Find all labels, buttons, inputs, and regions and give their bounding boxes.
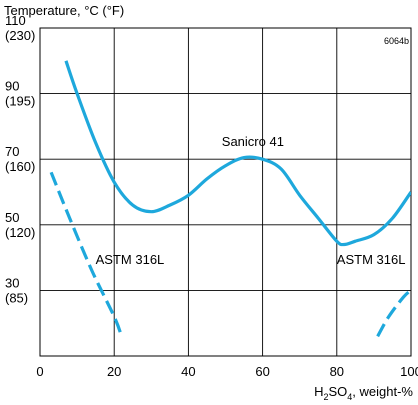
- annotation-1: ASTM 316L: [96, 252, 165, 267]
- y-tick-label-f-50: (120): [5, 225, 35, 240]
- annotation-0: Sanicro 41: [222, 134, 284, 149]
- x-axis-title-sub2: 4: [347, 392, 352, 402]
- x-tick-label-20: 20: [107, 364, 121, 379]
- figure-id: 6064b: [384, 36, 409, 46]
- x-tick-label-60: 60: [255, 364, 269, 379]
- series-layer: [49, 60, 411, 338]
- x-tick-label-100: 100: [400, 364, 418, 379]
- series-line-astm-316l-1: [49, 171, 124, 337]
- annot-layer: Sanicro 41 ASTM 316L ASTM 316L: [96, 134, 406, 267]
- x-axis-title-base: H: [314, 384, 323, 399]
- y-tick-label-c-90: 90: [5, 79, 19, 94]
- y-tick-label-c-70: 70: [5, 144, 19, 159]
- y-tick-label-c-50: 50: [5, 210, 19, 225]
- x-axis-title-mid: SO: [328, 384, 347, 399]
- y-axis-title: Temperature, °C (°F): [4, 3, 124, 18]
- annotation-2: ASTM 316L: [337, 252, 406, 267]
- y-tick-label-f-30: (85): [5, 290, 28, 305]
- tick-layer: 0 20 40 60 80 100 110(230) 90(195) 70(160) 50(120…: [5, 13, 418, 379]
- x-tick-label-0: 0: [36, 364, 43, 379]
- y-tick-label-f-110: (230): [5, 28, 35, 43]
- series-line-astm-316l-2: [376, 289, 411, 338]
- x-tick-label-80: 80: [330, 364, 344, 379]
- y-tick-label-f-70: (160): [5, 159, 35, 174]
- x-axis-title-sub1: 2: [323, 392, 328, 402]
- plot-frame: [39, 27, 412, 357]
- grid-layer: [39, 27, 412, 357]
- x-axis-title-rest: , weight-%: [352, 384, 413, 399]
- x-axis-title: H2SO4, weight-%: [314, 384, 413, 402]
- y-tick-label-c-110: 110: [5, 13, 26, 28]
- series-line-sanicro-41-0: [64, 60, 411, 247]
- x-tick-label-40: 40: [181, 364, 195, 379]
- y-tick-label-c-30: 30: [5, 275, 19, 290]
- y-tick-label-f-90: (195): [5, 94, 35, 109]
